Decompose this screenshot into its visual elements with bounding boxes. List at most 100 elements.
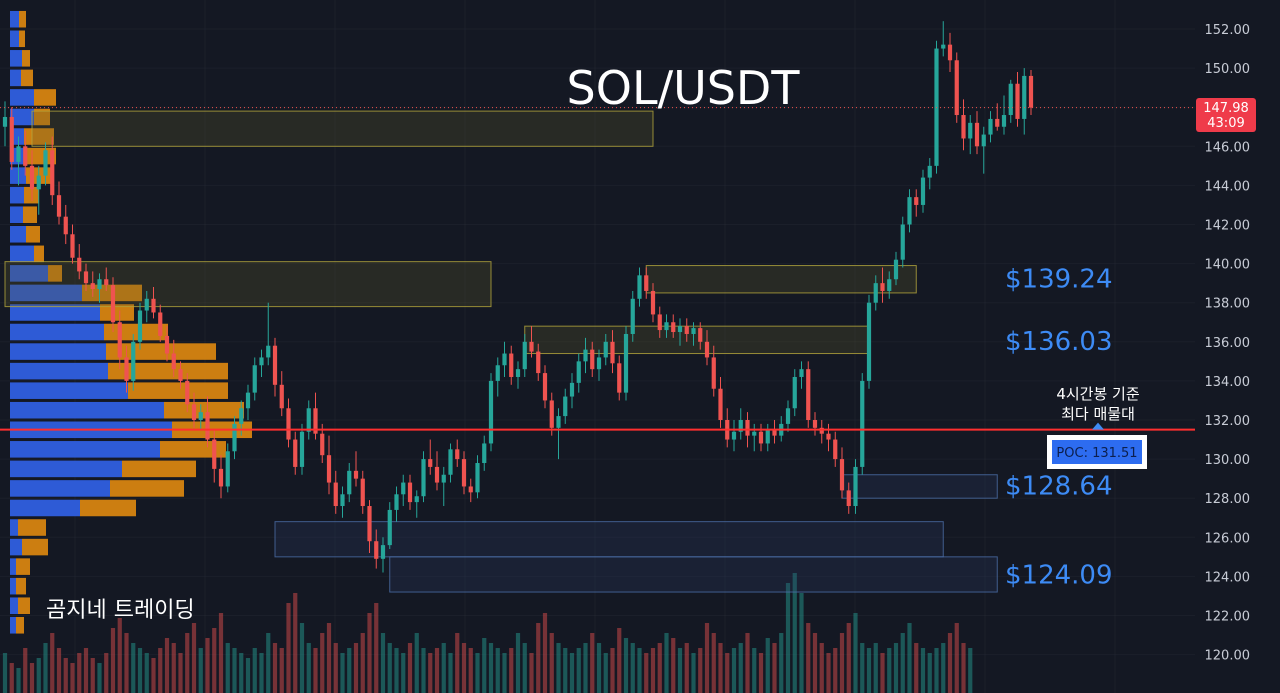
volume-bar: [448, 653, 453, 693]
volume-bar: [272, 643, 278, 693]
candle: [380, 537, 386, 573]
volume-bar: [866, 648, 872, 693]
volume-bar: [374, 603, 379, 693]
candle: [509, 345, 514, 385]
volume-bar: [502, 653, 507, 693]
volume-bar: [50, 633, 55, 693]
profile-sell-bar: [122, 460, 196, 478]
candle-body: [428, 459, 433, 467]
candle-body: [407, 482, 413, 503]
candle: [974, 111, 980, 155]
candle: [718, 376, 723, 428]
candle-body: [1001, 115, 1007, 127]
candle-body: [313, 408, 318, 434]
candle: [131, 333, 136, 391]
volume-bar: [887, 648, 892, 693]
zone-supply-2: [645, 265, 917, 294]
candle-body: [2, 116, 8, 127]
candle-body: [677, 326, 683, 333]
candle-body: [974, 122, 980, 147]
candle-body: [563, 396, 568, 417]
candle: [488, 373, 494, 452]
profile-buy-bar: [10, 186, 24, 204]
profile-buy-bar: [10, 304, 100, 321]
candle: [650, 283, 656, 323]
volume-bar: [293, 593, 298, 693]
candle-body: [536, 351, 541, 374]
candle-body: [488, 380, 494, 444]
candle: [306, 400, 311, 440]
y-tick-label: 150.00: [1205, 62, 1251, 77]
candle-body: [137, 310, 143, 342]
candle-body: [610, 341, 615, 364]
profile-sell-bar: [19, 30, 25, 48]
volume-bar: [779, 633, 784, 693]
volume-bar: [117, 618, 122, 693]
candle: [826, 423, 831, 452]
candle-body: [738, 420, 743, 432]
candle-body: [1015, 83, 1020, 119]
candle-body: [367, 506, 372, 542]
candle-body: [434, 466, 440, 483]
volume-bar: [434, 648, 440, 693]
candle: [752, 423, 757, 452]
candle-body: [509, 353, 514, 377]
profile-sell-bar: [16, 558, 30, 575]
candle-body: [664, 322, 669, 331]
candle-body: [29, 165, 35, 190]
volume-bar: [428, 653, 433, 693]
candle: [765, 423, 770, 452]
candle: [83, 263, 89, 291]
profile-buy-bar: [10, 10, 19, 28]
volume-bar: [367, 613, 372, 693]
profile-buy-bar: [10, 460, 122, 478]
volume-bar: [198, 648, 203, 693]
candle: [333, 470, 338, 514]
y-tick-label: 128.00: [1205, 492, 1251, 507]
volume-bar: [23, 648, 28, 693]
y-tick-label: 136.00: [1205, 336, 1251, 351]
candle: [63, 204, 68, 245]
candle: [279, 371, 284, 417]
candle-body: [576, 361, 581, 383]
profile-sell-bar: [34, 89, 56, 106]
profile-buy-bar: [10, 401, 164, 419]
candle: [360, 470, 365, 514]
candle-body: [259, 357, 264, 366]
volume-bar: [137, 648, 143, 693]
candle: [252, 357, 257, 401]
candle-body: [502, 353, 507, 366]
volume-bar: [326, 623, 332, 693]
candle-body: [650, 290, 656, 315]
candle-body: [50, 150, 55, 196]
candle: [367, 500, 372, 553]
candle-body: [893, 259, 899, 280]
candle-body: [340, 494, 345, 507]
profile-buy-bar: [10, 108, 34, 126]
profile-sell-bar: [26, 226, 40, 243]
last-price-tag-bg: [1196, 98, 1256, 132]
candle: [468, 478, 473, 503]
candle-body: [495, 365, 500, 381]
candle: [947, 32, 953, 73]
volume-bar: [637, 648, 642, 693]
candle: [758, 423, 764, 452]
candle-body: [731, 431, 737, 440]
candle-body: [90, 283, 95, 290]
candle: [914, 189, 919, 217]
volume-bar: [664, 633, 669, 693]
candle-body: [70, 234, 75, 258]
candle: [893, 251, 899, 286]
candle: [232, 416, 237, 460]
poc-marker: [1092, 422, 1104, 430]
candle: [185, 373, 190, 413]
candle: [623, 326, 629, 401]
candle-body: [853, 466, 858, 507]
candle: [495, 357, 500, 397]
reference-lines: [0, 107, 1196, 431]
candle: [961, 99, 966, 151]
volume-bar: [968, 648, 973, 693]
volume-bar: [205, 638, 210, 693]
volume-bar: [158, 648, 163, 693]
